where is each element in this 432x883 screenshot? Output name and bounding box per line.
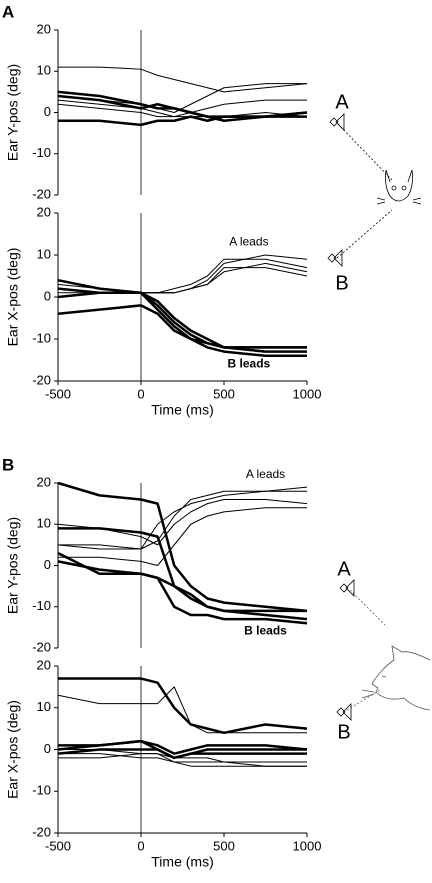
x-tick-label: 500 [213,386,235,401]
data-line [57,486,308,550]
annotation: B leads [228,356,271,370]
annotation: B leads [244,624,287,638]
y-tick-label: 0 [44,104,51,119]
x-tick-label: 500 [213,838,235,853]
speaker-label: B [337,721,350,743]
data-line [58,527,307,613]
y-tick-label: -20 [32,186,51,201]
annotation: A leads [246,467,285,481]
diagram-a [327,113,422,267]
speaker-label: A [335,91,349,113]
y-axis-label: Ear Y-pos (deg) [5,64,21,161]
y-tick-label: 10 [37,63,51,78]
x-tick-label: 1000 [293,386,322,401]
x-axis-label: Time (ms) [151,854,213,870]
y-tick-label: 0 [44,741,51,756]
data-line [58,111,308,127]
y-tick-label: -10 [32,145,51,160]
data-line [57,481,308,613]
y-tick-label: 20 [37,657,51,672]
y-tick-label: 10 [37,516,51,531]
y-tick-label: 10 [37,246,51,261]
annotation: A leads [229,235,268,249]
data-line [57,552,308,625]
diagram-b [336,579,431,721]
y-tick-label: -10 [32,598,51,613]
y-tick-label: 20 [37,474,51,489]
y-tick-label: -20 [32,639,51,654]
y-tick-label: -10 [32,783,51,798]
x-tick-label: -500 [45,386,71,401]
speaker-label: B [335,272,348,294]
x-tick-label: 1000 [293,838,322,853]
data-line [57,103,308,118]
data-line [58,739,308,755]
data-line [58,749,307,767]
data-line [57,686,307,734]
y-tick-label: -10 [32,330,51,345]
data-line [57,291,307,358]
data-line [57,83,307,113]
data-line [57,560,308,621]
data-line [57,94,308,122]
y-tick-label: 0 [44,557,51,572]
y-axis-label: Ear X-pos (deg) [5,248,21,347]
y-axis-label: Ear Y-pos (deg) [5,517,21,614]
data-line [58,677,308,735]
y-tick-label: -20 [32,824,51,839]
data-line [57,499,308,546]
x-tick-label: -500 [45,838,71,853]
y-tick-label: 0 [44,288,51,303]
data-line [58,507,307,566]
data-line [57,99,307,118]
x-tick-label: 0 [137,386,144,401]
data-line [58,753,307,763]
y-tick-label: 20 [37,204,51,219]
data-line [57,287,307,353]
y-tick-label: 20 [37,21,51,36]
y-tick-label: 10 [37,699,51,714]
x-tick-label: 0 [137,838,144,853]
y-axis-label: Ear X-pos (deg) [5,700,21,799]
panel-label: A [2,2,14,21]
panel-label: B [2,455,14,474]
data-line [57,304,307,349]
x-axis-label: Time (ms) [151,402,213,418]
data-line [58,66,308,93]
data-line [57,748,307,760]
y-tick-label: -20 [32,372,51,387]
speaker-label: A [337,558,351,580]
